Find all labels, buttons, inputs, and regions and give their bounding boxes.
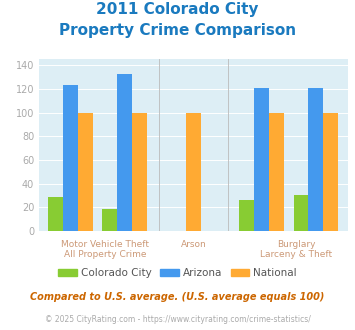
- Text: Compared to U.S. average. (U.S. average equals 100): Compared to U.S. average. (U.S. average …: [30, 292, 325, 302]
- Bar: [186, 113, 201, 231]
- Text: © 2025 CityRating.com - https://www.cityrating.com/crime-statistics/: © 2025 CityRating.com - https://www.city…: [45, 315, 310, 324]
- Bar: [132, 113, 147, 231]
- Bar: [63, 85, 78, 231]
- Bar: [308, 88, 323, 231]
- Bar: [294, 195, 308, 231]
- Bar: [78, 113, 93, 231]
- Bar: [254, 88, 269, 231]
- Text: All Property Crime: All Property Crime: [64, 250, 146, 259]
- Bar: [239, 200, 254, 231]
- Text: Arson: Arson: [181, 241, 207, 249]
- Text: Motor Vehicle Theft: Motor Vehicle Theft: [61, 241, 149, 249]
- Legend: Colorado City, Arizona, National: Colorado City, Arizona, National: [54, 264, 301, 282]
- Text: 2011 Colorado City: 2011 Colorado City: [96, 2, 259, 16]
- Text: Property Crime Comparison: Property Crime Comparison: [59, 23, 296, 38]
- Text: Larceny & Theft: Larceny & Theft: [260, 250, 332, 259]
- Bar: [269, 113, 284, 231]
- Bar: [103, 209, 117, 231]
- Text: Burglary: Burglary: [277, 241, 315, 249]
- Bar: [117, 74, 132, 231]
- Bar: [48, 197, 63, 231]
- Bar: [323, 113, 338, 231]
